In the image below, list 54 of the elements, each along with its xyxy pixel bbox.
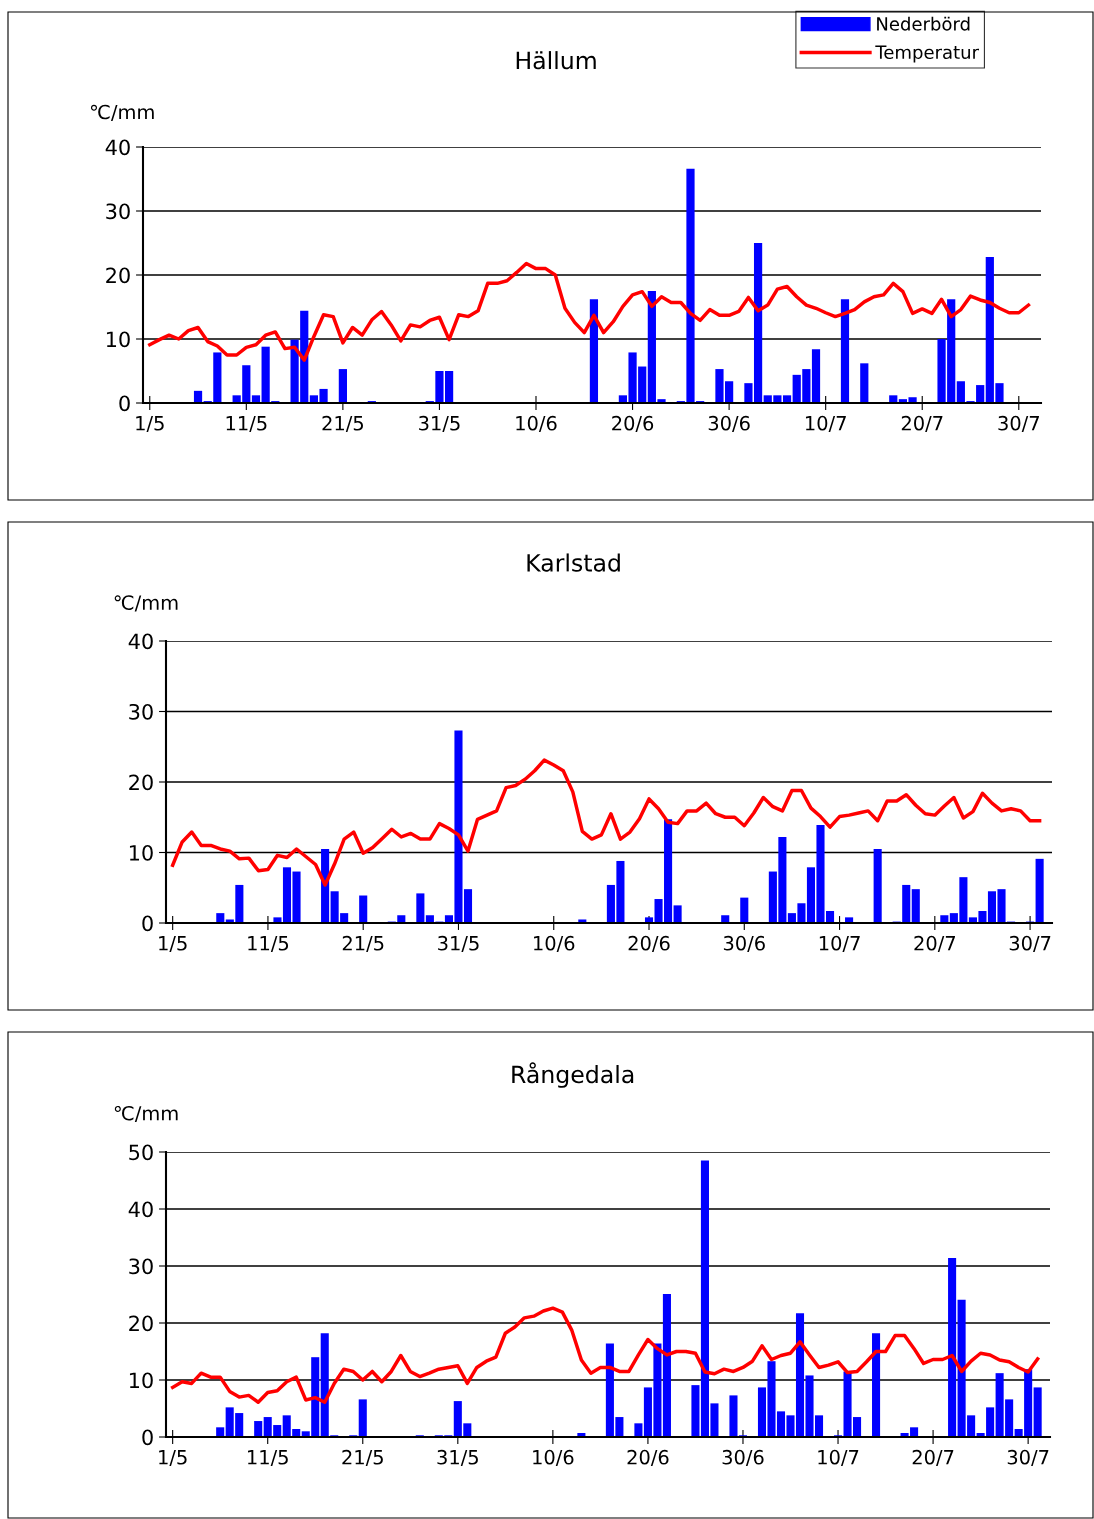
x-tick-label: 20/7	[912, 1449, 954, 1467]
y-tick-label: 10	[129, 1372, 153, 1389]
y-tick-label: 20	[129, 1315, 153, 1332]
y-tick-label: 0	[142, 1429, 153, 1446]
y-tick-label: 30	[129, 703, 153, 720]
x-tick-label: 10/7	[818, 1449, 859, 1467]
x-tick-label: 11/5	[248, 1450, 288, 1467]
x-tick-label: 20/6	[628, 935, 670, 953]
x-tick-label: 10/7	[805, 415, 846, 433]
x-tick-label: 21/5	[342, 935, 384, 953]
legend-label: Nederbörd	[877, 16, 970, 31]
x-tick-label: 30/6	[722, 1449, 764, 1467]
x-tick-label: 11/5	[226, 416, 267, 433]
x-tick-label: 31/5	[437, 1449, 478, 1467]
y-tick-label: 10	[129, 844, 153, 861]
y-axis-title: ℃/mm	[114, 1105, 178, 1123]
y-tick-label: 20	[129, 774, 153, 791]
x-tick-label: 30/6	[723, 935, 765, 953]
y-tick-label: 0	[119, 395, 130, 412]
x-tick-label: 10/6	[533, 1449, 574, 1467]
x-tick-label: 20/7	[901, 415, 943, 433]
y-tick-label: 40	[128, 1201, 153, 1218]
y-tick-label: 0	[142, 915, 153, 932]
x-tick-label: 20/6	[612, 415, 654, 433]
y-axis-title: ℃/mm	[114, 595, 178, 612]
x-tick-label: 10/6	[516, 415, 557, 433]
x-tick-label: 1/5	[136, 416, 164, 433]
x-tick-label: 21/5	[322, 415, 364, 433]
y-tick-label: 30	[106, 203, 130, 220]
x-tick-label: 20/7	[914, 935, 955, 953]
y-tick-label: 40	[105, 139, 130, 156]
x-tick-label: 20/6	[627, 1449, 669, 1467]
x-tick-label: 31/5	[438, 935, 479, 953]
chart-title: Hällum	[516, 51, 596, 70]
x-tick-label: 11/5	[248, 936, 289, 953]
x-tick-label: 1/5	[159, 936, 187, 953]
x-tick-label: 10/6	[534, 935, 575, 953]
x-tick-label: 30/7	[998, 415, 1039, 433]
x-tick-label: 21/5	[342, 1449, 383, 1467]
x-tick-label: 1/5	[159, 1450, 187, 1467]
x-tick-label: 10/7	[819, 935, 860, 953]
y-tick-label: 30	[129, 1258, 153, 1275]
y-tick-label: 40	[128, 633, 153, 650]
x-tick-label: 30/7	[1007, 1449, 1049, 1467]
y-tick-label: 10	[106, 331, 130, 348]
x-tick-label: 30/7	[1009, 935, 1051, 953]
x-tick-label: 30/6	[708, 415, 750, 433]
chart-title: Karlstad	[527, 553, 620, 572]
chart-title: Rångedala	[512, 1062, 634, 1088]
y-tick-label: 50	[129, 1144, 153, 1161]
y-axis-title: ℃/mm	[90, 104, 154, 121]
legend-label: Temperatur	[875, 45, 980, 63]
y-tick-label: 20	[106, 267, 130, 284]
x-tick-label: 31/5	[419, 415, 460, 433]
